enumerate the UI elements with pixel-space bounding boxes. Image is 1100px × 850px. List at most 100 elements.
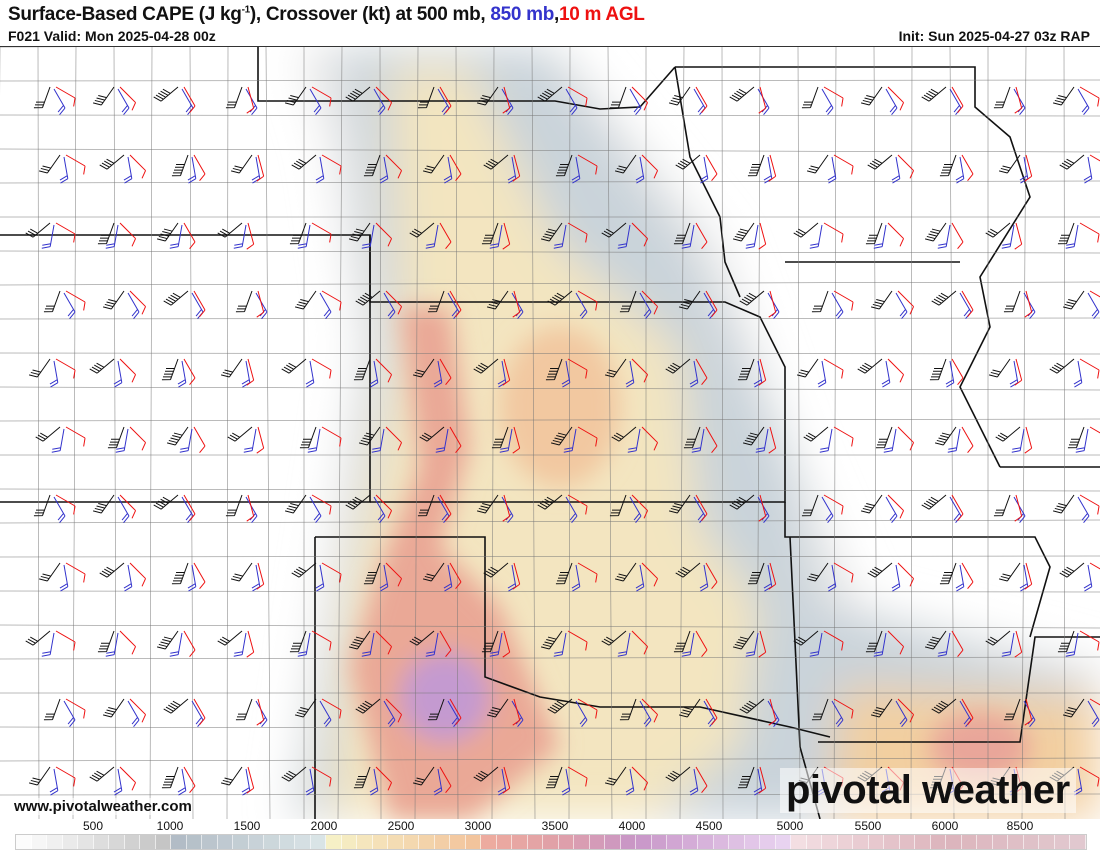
wind-barb: [611, 426, 637, 442]
wind-barb: [225, 86, 243, 109]
colorbar-swatch: [915, 835, 931, 849]
wind-barb: [65, 154, 86, 175]
colorbar-swatch: [186, 835, 202, 849]
wind-barb: [435, 428, 449, 453]
wind-barb: [961, 562, 974, 589]
wind-barb: [614, 562, 637, 582]
wind-barb: [604, 766, 627, 786]
wind-barb: [297, 224, 311, 249]
wind-barb: [315, 564, 325, 592]
wind-barb: [887, 494, 905, 519]
wind-barb: [373, 496, 386, 523]
wind-barb: [512, 154, 521, 182]
wind-barb: [166, 426, 189, 446]
wind-barb: [246, 630, 255, 658]
wind-barb: [439, 222, 452, 249]
wind-barb: [567, 766, 588, 787]
map-title: Surface-Based CAPE (J kg-1), Crossover (…: [8, 4, 645, 25]
wind-barb: [512, 698, 521, 726]
wind-barb: [502, 222, 511, 250]
wind-barb: [439, 358, 452, 385]
colorbar-swatch: [341, 835, 357, 849]
wind-barb: [833, 290, 854, 311]
wind-barb: [865, 630, 883, 653]
wind-barb: [897, 290, 915, 315]
colorbar-swatch: [791, 835, 807, 849]
wind-barb: [439, 630, 452, 657]
wind-barb: [567, 358, 588, 379]
wind-barb: [43, 290, 61, 313]
wind-barb: [625, 768, 635, 796]
wind-barb: [449, 698, 462, 725]
wind-barb: [641, 698, 659, 723]
wind-barb: [319, 700, 332, 727]
wind-barb: [412, 766, 435, 786]
wind-barb: [251, 564, 261, 592]
wind-barb: [115, 428, 129, 453]
wind-barb: [768, 562, 777, 590]
wind-barb: [1077, 88, 1090, 115]
wind-barb: [1073, 360, 1083, 388]
wind-barb: [699, 564, 709, 592]
wind-barb: [673, 630, 691, 653]
colorbar-swatch: [248, 835, 264, 849]
colorbar-swatch: [279, 835, 295, 849]
wind-barb: [939, 562, 957, 585]
wind-barb: [89, 766, 115, 782]
wind-barb: [217, 630, 243, 646]
wind-barb: [939, 154, 957, 177]
wind-barb: [153, 494, 179, 510]
wind-barb: [689, 768, 699, 796]
colorbar-swatch: [1008, 835, 1024, 849]
wind-barb: [345, 86, 371, 102]
wind-barb: [577, 154, 598, 175]
wind-barb: [563, 428, 577, 453]
wind-barb: [119, 86, 137, 111]
wind-barb: [988, 358, 1011, 378]
wind-barb: [35, 426, 61, 442]
wind-barb: [473, 358, 499, 374]
site-url[interactable]: www.pivotalweather.com: [14, 798, 192, 815]
wind-barb: [678, 698, 701, 718]
wind-barb: [767, 292, 780, 319]
wind-barb: [439, 494, 452, 521]
wind-barb: [307, 428, 321, 453]
colorbar-swatch: [1039, 835, 1055, 849]
wind-barb: [41, 632, 55, 657]
wind-barb: [183, 766, 196, 793]
wind-barb: [823, 494, 844, 515]
wind-barb: [865, 222, 883, 245]
wind-barb: [502, 86, 511, 114]
wind-barb: [119, 358, 137, 383]
wind-barb: [891, 564, 901, 592]
wind-barb: [256, 698, 265, 726]
wind-barb: [575, 292, 588, 319]
wind-barb: [567, 222, 588, 243]
colorbar-swatch: [388, 835, 404, 849]
wind-barb: [809, 632, 823, 657]
wind-barb: [235, 698, 253, 721]
wind-barb: [179, 428, 193, 453]
colorbar-swatch: [450, 835, 466, 849]
wind-barb: [183, 222, 196, 249]
wind-barb: [53, 88, 66, 115]
wind-barb: [55, 358, 76, 379]
wind-barb: [887, 222, 905, 247]
wind-barb: [502, 494, 511, 522]
colorbar-swatch: [760, 835, 776, 849]
wind-barb: [821, 88, 834, 115]
colorbar-swatch: [589, 835, 605, 849]
wind-barb: [897, 154, 915, 179]
wind-barb: [1001, 224, 1015, 249]
colorbar-swatch: [372, 835, 388, 849]
wind-barb: [961, 698, 974, 725]
wind-barb: [419, 426, 445, 442]
wind-barb: [873, 224, 887, 249]
wind-barb: [369, 768, 379, 796]
colorbar-tick-label: 3500: [541, 819, 569, 833]
colorbar-tick-label: 5500: [854, 819, 882, 833]
wind-barb: [220, 358, 243, 378]
pivotal-weather-logo: pivotal weather: [780, 768, 1076, 813]
colorbar-tick-label: 2500: [387, 819, 415, 833]
wind-barb: [59, 156, 69, 184]
